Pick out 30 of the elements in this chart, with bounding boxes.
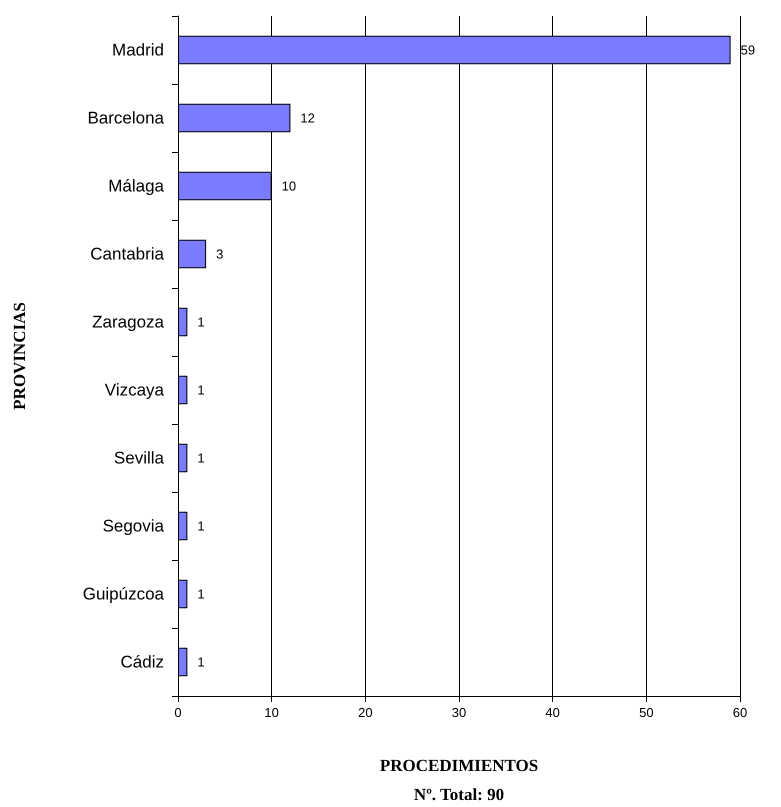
y-axis-title: PROVINCIAS (10, 302, 29, 410)
y-tick-label: Sevilla (114, 448, 165, 468)
y-tick-label: Málaga (108, 176, 165, 196)
y-tick-label: Barcelona (87, 108, 165, 128)
x-tick-label: 0 (174, 705, 182, 720)
data-label: 1 (197, 518, 205, 534)
data-label: 1 (197, 450, 205, 466)
y-tick-label: Vizcaya (104, 380, 165, 400)
data-label: 10 (282, 178, 296, 194)
data-label: 1 (197, 654, 205, 670)
x-axis-title: PROCEDIMIENTOS (380, 756, 538, 775)
y-tick-label: Madrid (112, 40, 164, 60)
x-tick-label: 40 (545, 705, 560, 720)
x-tick-label: 20 (358, 705, 373, 720)
y-tick-label: Guipúzcoa (82, 584, 165, 604)
x-tick-label: 60 (732, 705, 748, 720)
x-tick-label: 10 (264, 705, 279, 720)
data-label: 1 (197, 314, 205, 330)
y-tick-label: Zaragoza (92, 312, 165, 332)
data-label: 1 (197, 586, 205, 602)
y-tick-label: Segovia (102, 516, 165, 536)
x-tick-label: 30 (452, 705, 466, 720)
y-tick-label: Cantabria (90, 244, 165, 264)
data-label: 1 (197, 382, 205, 398)
data-label: 12 (300, 110, 315, 126)
data-label: 59 (740, 42, 756, 58)
data-label: 3 (216, 246, 224, 262)
x-tick-label: 50 (639, 705, 654, 720)
text: Nº. Total: 90 (414, 785, 504, 804)
y-tick-label: Cádiz (120, 652, 164, 672)
